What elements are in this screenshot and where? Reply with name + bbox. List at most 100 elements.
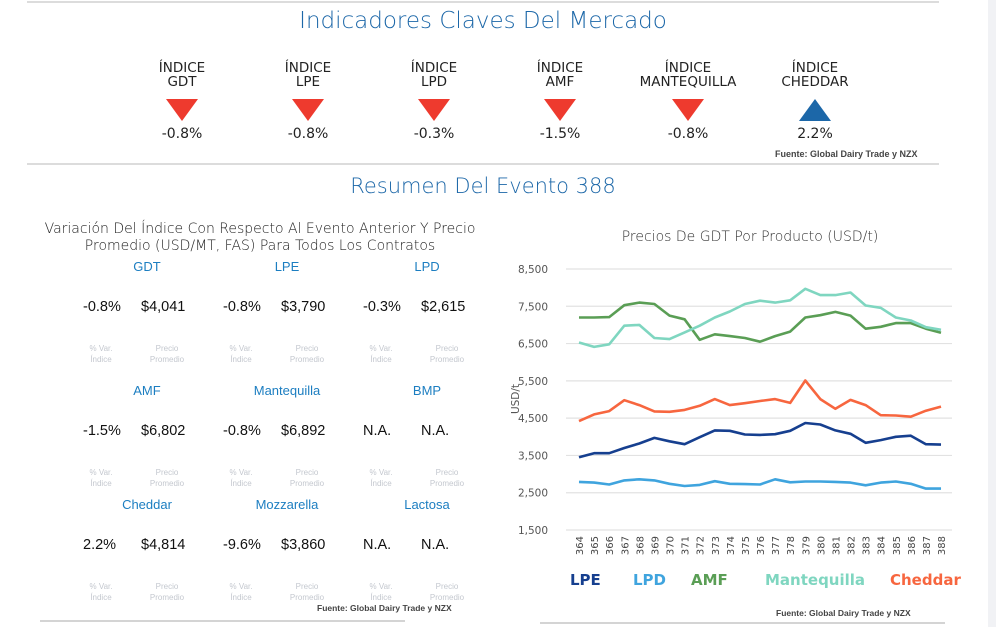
y-tick-label: 1,500 [518,525,548,537]
indicator-label-line2: MANTEQUILLA [639,74,737,90]
caption-line: Índice [230,479,252,488]
legend-item-amf: AMF [691,571,728,589]
product-index-change: N.A. [363,423,392,439]
caption-line: Índice [230,355,252,364]
average-price-caption: Precio Promedio [137,581,197,603]
index-change-caption: % Var. Índice [211,581,271,603]
caption-line: Precio [295,582,319,591]
product-name: GDT [133,259,161,274]
product-name: Lactosa [404,497,450,512]
series-line-lpd [578,477,941,490]
product-average-price: $6,892 [281,423,326,439]
x-tick-label: 386 [907,536,918,555]
caption-line: Índice [230,593,252,602]
indicator-label: ÍNDICE MANTEQUILLA [628,61,748,91]
x-tick-label: 388 [937,536,948,555]
caption-line: Precio [155,468,179,477]
caption-line: Promedio [149,479,185,488]
indicator-label-line2: CHEDDAR [781,74,849,90]
indicator-label: ÍNDICE GDT [122,61,242,91]
series-line-lpe [578,421,942,459]
indicator-label: ÍNDICE LPD [374,61,494,91]
x-tick-label: 371 [681,536,692,555]
caption-line: Índice [370,355,392,364]
indicator-label-line1: ÍNDICE [664,60,712,76]
indicator-label-line2: LPE [295,74,321,90]
x-tick-label: 366 [605,536,616,555]
x-tick-label: 374 [726,536,737,555]
caption-line: % Var. [229,468,253,477]
caption-line: Precio [155,344,179,353]
series-line-amf [579,301,942,344]
x-tick-label: 378 [786,536,797,555]
indicator-label-line1: ÍNDICE [410,60,458,76]
index-change-caption: % Var. Índice [351,343,411,365]
caption-line: % Var. [89,468,113,477]
scrollbar-track[interactable] [988,0,996,627]
indicator-label: ÍNDICE CHEDDAR [755,61,875,91]
caption-line: Precio [435,344,459,353]
index-change-caption: % Var. Índice [211,467,271,489]
average-price-caption: Precio Promedio [137,467,197,489]
index-change-caption: % Var. Índice [211,343,271,365]
indicator-label-line2: GDT [167,74,197,90]
product-name: LPE [274,259,300,274]
indicator-change: -0.8% [287,126,329,142]
x-tick-label: 377 [771,536,782,555]
product-name: BMP [412,383,442,398]
indicator-lpd: ÍNDICE LPD -0.3% [374,61,494,141]
caption-line: % Var. [369,582,393,591]
indicator-cheddar: ÍNDICE CHEDDAR 2.2% [755,61,875,141]
triangle-down-icon [544,99,576,121]
x-tick-label: 373 [711,536,722,555]
indicator-gdt: ÍNDICE GDT -0.8% [122,61,242,141]
indicator-amf: ÍNDICE AMF -1.5% [500,61,620,141]
average-price-caption: Precio Promedio [417,467,477,489]
summary-source: Fuente: Global Dairy Trade y NZX [317,603,452,613]
x-tick-label: 369 [650,536,661,555]
caption-line: Promedio [289,479,325,488]
caption-line: Promedio [429,479,465,488]
indicator-label-line1: ÍNDICE [158,60,206,76]
series-line-cheddar [578,379,942,423]
legend-item-lpd: LPD [633,571,667,589]
summary-heading-line-1: Variación Del Índice Con Respecto Al Eve… [44,221,476,237]
indicator-change: -0.8% [667,126,709,142]
product-index-change: N.A. [363,537,392,553]
index-change-caption: % Var. Índice [71,343,131,365]
x-tick-label: 365 [590,536,601,555]
market-indicators-title: Indicadores Claves Del Mercado [299,8,667,34]
caption-line: Índice [370,479,392,488]
y-tick-label: 7,500 [518,301,548,313]
x-tick-label: 382 [847,536,858,555]
triangle-up-icon [799,99,831,121]
chart-title: Precios De GDT Por Producto (USD/t) [621,229,879,245]
caption-line: Índice [90,479,112,488]
caption-line: % Var. [369,344,393,353]
indicator-mantequilla: ÍNDICE MANTEQUILLA -0.8% [628,61,748,141]
product-name: Mantequilla [253,383,321,398]
product-name: Mozzarella [255,497,319,512]
product-average-price: $2,615 [421,299,466,315]
product-average-price: $6,802 [141,423,186,439]
product-average-price: N.A. [421,537,450,553]
event-summary-title: Resumen Del Evento 388 [350,174,616,198]
product-index-change: -0.3% [363,299,401,315]
caption-line: Promedio [149,593,185,602]
product-average-price: $4,814 [141,537,186,553]
caption-line: % Var. [229,582,253,591]
caption-line: Promedio [429,593,465,602]
caption-line: % Var. [229,344,253,353]
chart-bottom-divider [540,622,945,624]
product-index-change: 2.2% [83,537,117,553]
triangle-down-icon [418,99,450,121]
product-index-change: -0.8% [223,423,261,439]
caption-line: Precio [295,468,319,477]
product-name: Cheddar [122,497,172,512]
triangle-down-icon [292,99,324,121]
caption-line: Precio [435,468,459,477]
x-tick-label: 364 [575,536,586,555]
index-change-caption: % Var. Índice [71,467,131,489]
y-tick-label: 6,500 [518,339,548,351]
summary-heading-line-2: Promedio (USD/MT, FAS) Para Todos Los Co… [84,238,436,254]
